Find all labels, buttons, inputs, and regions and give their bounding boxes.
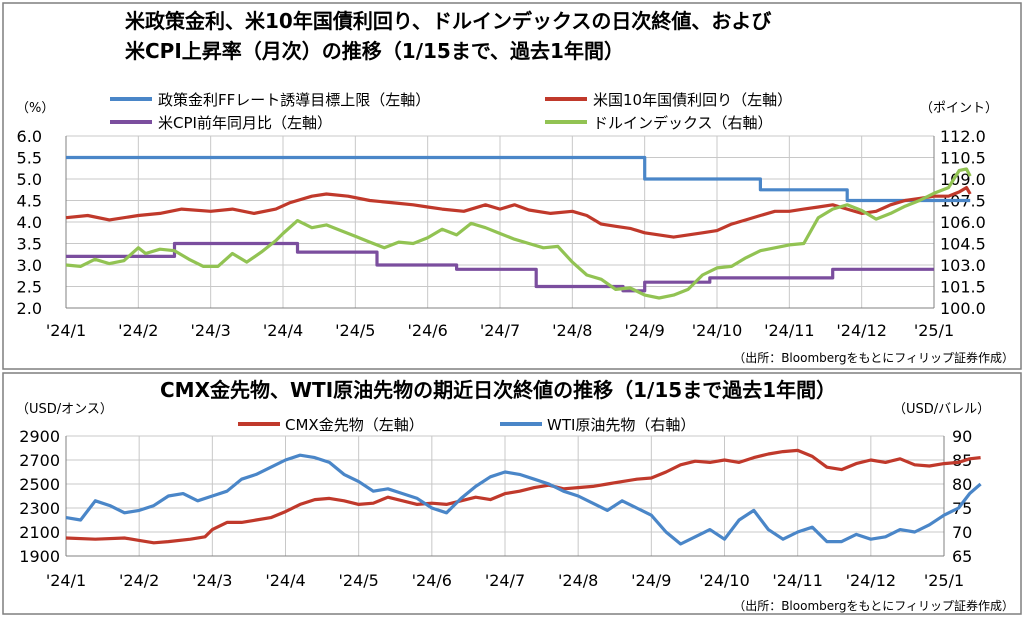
bottom-legend: CMX金先物（左軸） WTI原油先物（右軸） <box>238 416 695 434</box>
bottom-left-tick-label: 2100 <box>19 523 60 542</box>
top-x-tick-label: '24/8 <box>552 321 592 340</box>
top-x-tick-label: '24/12 <box>836 321 887 340</box>
top-series-line-1 <box>65 186 972 239</box>
top-x-tick-label: '24/10 <box>692 321 743 340</box>
top-x-tick-label: '24/3 <box>191 321 231 340</box>
top-right-tick-label: 112.0 <box>940 127 986 146</box>
bottom-x-tick-label: '24/9 <box>631 571 671 590</box>
bottom-x-tick-label: '24/8 <box>558 571 598 590</box>
top-left-tick-label: 3.0 <box>17 256 42 275</box>
bottom-x-tick-label: '24/6 <box>412 571 452 590</box>
bottom-x-tick-label: '24/7 <box>485 571 525 590</box>
top-right-tick-label: 104.5 <box>940 235 986 254</box>
top-x-tick-label: '25/1 <box>914 321 954 340</box>
bottom-chart-panel: CMX金先物、WTI原油先物の期近日次終値の推移（1/15まで過去1年間） （U… <box>2 372 1022 615</box>
legend-item-cpi: 米CPI前年同月比（左軸） <box>110 114 332 132</box>
top-right-tick-label: 100.0 <box>940 299 986 318</box>
legend-label-cpi: 米CPI前年同月比（左軸） <box>158 114 332 132</box>
top-left-tick-label: 4.0 <box>17 213 42 232</box>
bottom-left-tick-label: 2300 <box>19 499 60 518</box>
top-legend: 政策金利FFレート誘導目標上限（左軸） 米国10年国債利回り（左軸） 米CPI前… <box>110 91 792 132</box>
bottom-right-unit: （USD/バレル） <box>893 402 990 417</box>
top-left-tick-label: 2.0 <box>17 299 42 318</box>
bottom-x-tick-label: '24/4 <box>265 571 305 590</box>
bottom-right-tick-label: 90 <box>952 427 972 446</box>
top-left-tick-label: 3.5 <box>17 235 42 254</box>
bottom-plot-area: 290027002500230021001900908580757065'24/… <box>19 427 982 590</box>
legend-item-dxy: ドルインデックス（右軸） <box>545 114 773 132</box>
top-left-tick-label: 5.0 <box>17 170 42 189</box>
bottom-left-tick-label: 2500 <box>19 475 60 494</box>
bottom-x-tick-label: '24/3 <box>192 571 232 590</box>
bottom-chart-title: CMX金先物、WTI原油先物の期近日次終値の推移（1/15まで過去1年間） <box>160 378 836 402</box>
top-x-tick-label: '24/11 <box>764 321 815 340</box>
top-right-tick-label: 109.0 <box>940 170 986 189</box>
bottom-right-tick-label: 80 <box>952 475 972 494</box>
legend-item-us10y: 米国10年国債利回り（左軸） <box>545 91 792 109</box>
bottom-chart-source: （出所：Bloombergをもとにフィリップ証券作成） <box>733 598 1014 613</box>
top-x-tick-label: '24/1 <box>46 321 86 340</box>
bottom-series-line-1 <box>65 453 982 546</box>
top-right-tick-label: 101.5 <box>940 278 986 297</box>
bottom-x-tick-label: '24/12 <box>846 571 897 590</box>
legend-item-fed-funds: 政策金利FFレート誘導目標上限（左軸） <box>110 91 430 109</box>
legend-label-us10y: 米国10年国債利回り（左軸） <box>593 91 792 109</box>
bottom-x-tick-label: '24/1 <box>46 571 86 590</box>
bottom-left-unit: （USD/オンス） <box>16 402 113 417</box>
bottom-right-tick-label: 65 <box>952 547 972 566</box>
bottom-x-tick-label: '24/11 <box>772 571 823 590</box>
top-right-tick-label: 103.0 <box>940 256 986 275</box>
bottom-left-tick-label: 1900 <box>19 547 60 566</box>
legend-label-wti: WTI原油先物（右軸） <box>547 416 695 434</box>
bottom-x-tick-label: '24/10 <box>699 571 750 590</box>
bottom-right-tick-label: 70 <box>952 523 972 542</box>
top-series-line-3 <box>65 167 972 300</box>
legend-item-gold: CMX金先物（左軸） <box>238 416 424 434</box>
top-left-tick-label: 6.0 <box>17 127 42 146</box>
top-series-line-0 <box>66 155 971 203</box>
legend-label-dxy: ドルインデックス（右軸） <box>593 114 773 132</box>
top-chart-panel: 米政策金利、米10年国債利回り、ドルインデックスの日次終値、および 米CPI上昇… <box>2 2 1022 370</box>
top-x-tick-label: '24/9 <box>625 321 665 340</box>
top-left-unit: （%） <box>16 101 54 116</box>
bottom-left-tick-label: 2900 <box>19 427 60 446</box>
top-right-unit: （ポイント） <box>920 101 998 116</box>
bottom-series-line-0 <box>65 448 981 545</box>
top-chart-source: （出所：Bloombergをもとにフィリップ証券作成） <box>733 350 1014 365</box>
legend-label-fed-funds: 政策金利FFレート誘導目標上限（左軸） <box>158 91 430 109</box>
bottom-x-tick-label: '24/5 <box>339 571 379 590</box>
top-chart-title-line1: 米政策金利、米10年国債利回り、ドルインデックスの日次終値、および <box>125 9 772 33</box>
top-x-tick-label: '24/5 <box>335 321 375 340</box>
top-right-tick-label: 106.0 <box>940 213 986 232</box>
top-left-tick-label: 2.5 <box>17 278 42 297</box>
top-x-tick-label: '24/7 <box>480 321 520 340</box>
top-series-line-2 <box>66 241 934 293</box>
top-x-tick-label: '24/4 <box>263 321 303 340</box>
top-plot-area: 6.0 5.5 5.0 4.5 4.0 3.5 3.0 2.5 2.0 112.0 110.5 109… <box>17 127 986 340</box>
bottom-left-tick-label: 2700 <box>19 451 60 470</box>
top-left-tick-label: 5.5 <box>17 149 42 168</box>
top-x-tick-label: '24/6 <box>408 321 448 340</box>
top-chart-title-line2: 米CPI上昇率（月次）の推移（1/15まで、過去1年間） <box>125 39 624 63</box>
bottom-x-tick-label: '24/2 <box>119 571 159 590</box>
top-right-tick-label: 110.5 <box>940 149 986 168</box>
top-left-tick-label: 4.5 <box>17 192 42 211</box>
top-x-tick-label: '24/2 <box>118 321 158 340</box>
legend-item-wti: WTI原油先物（右軸） <box>500 416 695 434</box>
bottom-x-tick-label: '25/1 <box>924 571 964 590</box>
legend-label-gold: CMX金先物（左軸） <box>285 416 424 434</box>
bottom-right-tick-label: 75 <box>952 499 972 518</box>
